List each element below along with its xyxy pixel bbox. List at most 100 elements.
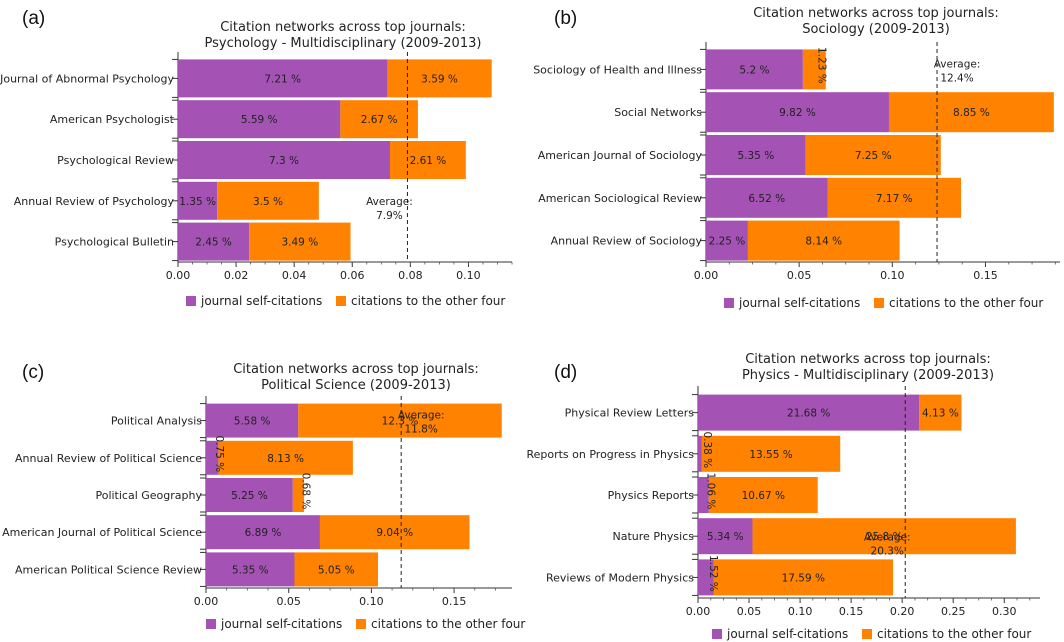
legend-swatch-other — [336, 296, 347, 306]
x-tick-label: 0.08 — [398, 269, 423, 282]
average-label-line2: 20.3% — [871, 545, 904, 557]
x-tick-label: 0.05 — [787, 269, 812, 282]
x-tick-label: 0.15 — [442, 595, 467, 608]
bar-self — [706, 177, 828, 218]
bar-other — [752, 518, 1016, 555]
bar-self — [206, 515, 320, 550]
x-tick-label: 0.15 — [839, 605, 864, 618]
chart-title-line2: Psychology - Multidisciplinary (2009-201… — [204, 36, 482, 51]
panel-label: (c) — [22, 362, 45, 383]
data-label-other: 25.8 % — [866, 531, 903, 543]
category-label: Social Networks — [614, 106, 702, 119]
legend-swatch-self — [712, 629, 722, 639]
category-label: American Journal of Political Science — [2, 526, 202, 539]
bar-self — [698, 435, 702, 472]
legend: journal self-citations citations to the … — [206, 617, 535, 631]
data-label-other: 8.14 % — [805, 236, 842, 248]
data-label-self: 1.52 % — [707, 555, 719, 592]
x-tick-label: 0.04 — [282, 269, 307, 282]
panel-label: (d) — [554, 362, 578, 383]
bar-self — [706, 49, 803, 90]
bar-other — [713, 559, 894, 596]
bar-self — [178, 59, 388, 98]
legend-swatch-self — [724, 298, 734, 308]
legend-label-other: citations to the other four — [371, 617, 526, 631]
average-label-line1: Average: — [366, 196, 413, 208]
chart-title-line1: Citation networks across top journals: — [753, 6, 999, 21]
x-tick-label: 0.06 — [340, 269, 365, 282]
bar-other — [218, 440, 353, 475]
data-label-other: 2.67 % — [361, 114, 398, 126]
bar-other — [340, 100, 418, 139]
x-tick-label: 0.25 — [941, 605, 966, 618]
legend: journal self-citations citations to the … — [186, 294, 515, 308]
data-label-other: 10.67 % — [742, 490, 785, 502]
data-label-self: 6.52 % — [748, 193, 785, 205]
bar-self — [706, 135, 806, 175]
legend-label-self: journal self-citations — [739, 296, 861, 310]
bar-other — [708, 477, 818, 513]
data-label-self: 7.3 % — [269, 155, 299, 167]
bar-other — [888, 92, 1054, 133]
chart-title: Citation networks across top journals: P… — [178, 20, 508, 52]
x-tick-label: 0.00 — [166, 269, 191, 282]
bar-other — [292, 478, 305, 512]
data-label-other: 3.59 % — [421, 73, 458, 85]
data-label-self: 5.25 % — [231, 490, 268, 502]
bar-other — [747, 220, 900, 261]
data-label-other: 17.59 % — [782, 572, 825, 584]
data-label-other: 3.5 % — [253, 196, 283, 208]
bar-self — [206, 403, 299, 438]
category-label: Reports on Progress in Physics — [526, 448, 694, 461]
data-label-self: 9.82 % — [779, 107, 816, 119]
category-label: American Sociological Review — [538, 192, 702, 205]
data-label-self: 5.35 % — [737, 150, 774, 162]
bar-self — [206, 440, 219, 475]
category-label: Psychological Bulletin — [55, 236, 174, 249]
bar-other — [387, 59, 492, 98]
data-label-self: 5.34 % — [707, 531, 744, 543]
category-label: Annual Review of Political Science — [15, 452, 202, 465]
legend-swatch-other — [874, 298, 885, 308]
x-tick-label: 0.00 — [686, 605, 711, 618]
average-label-line1: Average: — [864, 531, 911, 543]
category-label: Annual Review of Sociology — [551, 235, 703, 248]
x-tick-label: 0.20 — [890, 605, 915, 618]
data-label-other: 7.25 % — [855, 150, 892, 162]
chart-title-line2: Political Science (2009-2013) — [261, 378, 451, 393]
x-tick-label: 0.05 — [276, 595, 301, 608]
legend-label-self: journal self-citations — [727, 627, 849, 641]
bar-chart-c: 0.00 0.05 0.10 0.15 Political Analysis 5.58 %… — [2, 396, 512, 608]
category-label: Sociology of Health and Illness — [533, 63, 702, 76]
data-label-other: 9.04 % — [376, 527, 413, 539]
data-label-self: 5.35 % — [232, 564, 269, 576]
panel-label: (b) — [554, 8, 578, 29]
data-label-other: 3.49 % — [281, 237, 318, 249]
category-label: Nature Physics — [613, 530, 695, 543]
bar-other — [390, 141, 466, 179]
data-label-self: 7.21 % — [264, 73, 301, 85]
category-label: American Psychologist — [50, 113, 175, 126]
data-label-other: 2.61 % — [410, 155, 447, 167]
bar-self — [698, 559, 714, 596]
category-label: Journal of Abnormal Psychology — [0, 72, 174, 85]
data-label-other: 7.17 % — [876, 193, 913, 205]
x-tick-label: 0.10 — [788, 605, 813, 618]
data-label-self: 5.59 % — [241, 114, 278, 126]
bar-self — [706, 220, 748, 261]
legend-label-self: journal self-citations — [221, 617, 343, 631]
legend-swatch-other — [862, 629, 873, 639]
category-label: American Political Science Review — [15, 563, 202, 576]
panel-label: (a) — [22, 8, 46, 29]
bar-self — [698, 518, 753, 555]
chart-title-line2: Physics - Multidisciplinary (2009-2013) — [741, 368, 995, 383]
x-tick-label: 0.10 — [880, 269, 905, 282]
bar-other — [919, 394, 962, 431]
data-label-self: 5.58 % — [234, 416, 271, 428]
bar-other — [805, 135, 941, 175]
chart-title: Citation networks across top journals: P… — [206, 362, 506, 394]
data-label-self: 6.89 % — [245, 527, 282, 539]
average-label-line1: Average: — [398, 410, 445, 422]
category-label: American Journal of Sociology — [538, 149, 703, 162]
